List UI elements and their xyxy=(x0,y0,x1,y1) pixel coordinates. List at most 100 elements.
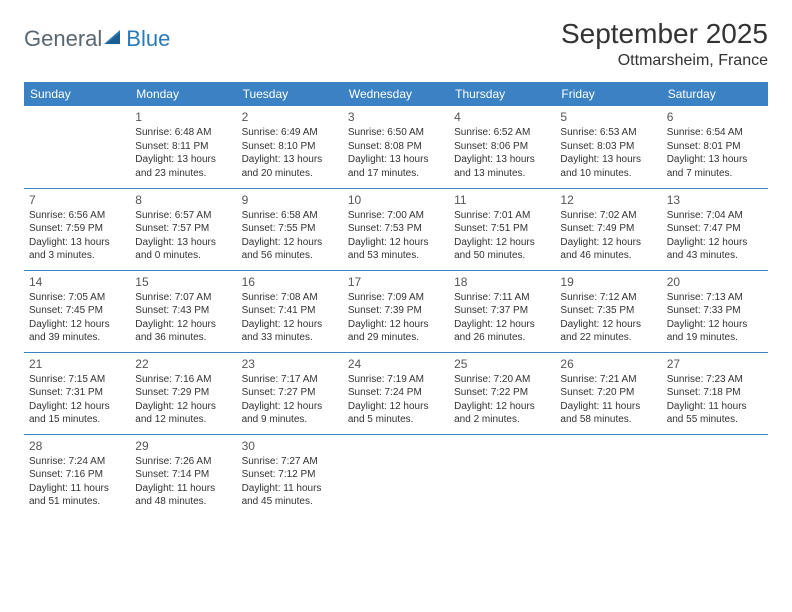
day-number: 13 xyxy=(667,192,763,208)
sunrise-text: Sunrise: 7:15 AM xyxy=(29,373,125,387)
sunrise-text: Sunrise: 7:05 AM xyxy=(29,291,125,305)
weekday-header: Wednesday xyxy=(343,82,449,106)
daylight-text: Daylight: 13 hours and 7 minutes. xyxy=(667,153,763,180)
day-number: 24 xyxy=(348,356,444,372)
calendar-table: SundayMondayTuesdayWednesdayThursdayFrid… xyxy=(24,82,768,516)
sunrise-text: Sunrise: 7:23 AM xyxy=(667,373,763,387)
daylight-text: Daylight: 11 hours and 51 minutes. xyxy=(29,482,125,509)
calendar-empty-cell xyxy=(449,434,555,516)
weekday-header: Saturday xyxy=(662,82,768,106)
calendar-day-cell: 21Sunrise: 7:15 AMSunset: 7:31 PMDayligh… xyxy=(24,352,130,434)
sunrise-text: Sunrise: 7:13 AM xyxy=(667,291,763,305)
logo-text-blue: Blue xyxy=(126,26,170,52)
calendar-week-row: 7Sunrise: 6:56 AMSunset: 7:59 PMDaylight… xyxy=(24,188,768,270)
daylight-text: Daylight: 12 hours and 33 minutes. xyxy=(242,318,338,345)
day-number: 27 xyxy=(667,356,763,372)
sunset-text: Sunset: 7:43 PM xyxy=(135,304,231,318)
sunset-text: Sunset: 7:29 PM xyxy=(135,386,231,400)
sunrise-text: Sunrise: 6:58 AM xyxy=(242,209,338,223)
calendar-day-cell: 30Sunrise: 7:27 AMSunset: 7:12 PMDayligh… xyxy=(237,434,343,516)
calendar-day-cell: 11Sunrise: 7:01 AMSunset: 7:51 PMDayligh… xyxy=(449,188,555,270)
sunrise-text: Sunrise: 7:12 AM xyxy=(560,291,656,305)
logo: General Blue xyxy=(24,26,170,52)
calendar-day-cell: 28Sunrise: 7:24 AMSunset: 7:16 PMDayligh… xyxy=(24,434,130,516)
sunrise-text: Sunrise: 7:11 AM xyxy=(454,291,550,305)
daylight-text: Daylight: 13 hours and 0 minutes. xyxy=(135,236,231,263)
sunset-text: Sunset: 7:27 PM xyxy=(242,386,338,400)
sunset-text: Sunset: 7:18 PM xyxy=(667,386,763,400)
calendar-day-cell: 15Sunrise: 7:07 AMSunset: 7:43 PMDayligh… xyxy=(130,270,236,352)
calendar-day-cell: 8Sunrise: 6:57 AMSunset: 7:57 PMDaylight… xyxy=(130,188,236,270)
sunrise-text: Sunrise: 7:16 AM xyxy=(135,373,231,387)
sunrise-text: Sunrise: 6:48 AM xyxy=(135,126,231,140)
sunset-text: Sunset: 7:37 PM xyxy=(454,304,550,318)
daylight-text: Daylight: 12 hours and 50 minutes. xyxy=(454,236,550,263)
sunset-text: Sunset: 8:08 PM xyxy=(348,140,444,154)
sunset-text: Sunset: 7:53 PM xyxy=(348,222,444,236)
sunrise-text: Sunrise: 6:57 AM xyxy=(135,209,231,223)
daylight-text: Daylight: 12 hours and 29 minutes. xyxy=(348,318,444,345)
day-number: 16 xyxy=(242,274,338,290)
daylight-text: Daylight: 12 hours and 5 minutes. xyxy=(348,400,444,427)
calendar-day-cell: 6Sunrise: 6:54 AMSunset: 8:01 PMDaylight… xyxy=(662,106,768,188)
calendar-day-cell: 17Sunrise: 7:09 AMSunset: 7:39 PMDayligh… xyxy=(343,270,449,352)
calendar-page: General Blue September 2025 Ottmarsheim,… xyxy=(0,0,792,534)
sunrise-text: Sunrise: 7:08 AM xyxy=(242,291,338,305)
sunrise-text: Sunrise: 7:21 AM xyxy=(560,373,656,387)
sunset-text: Sunset: 8:03 PM xyxy=(560,140,656,154)
sunrise-text: Sunrise: 6:49 AM xyxy=(242,126,338,140)
calendar-empty-cell xyxy=(662,434,768,516)
daylight-text: Daylight: 13 hours and 17 minutes. xyxy=(348,153,444,180)
sunrise-text: Sunrise: 6:56 AM xyxy=(29,209,125,223)
sunrise-text: Sunrise: 6:52 AM xyxy=(454,126,550,140)
sunset-text: Sunset: 7:57 PM xyxy=(135,222,231,236)
sunset-text: Sunset: 8:11 PM xyxy=(135,140,231,154)
sunrise-text: Sunrise: 7:09 AM xyxy=(348,291,444,305)
weekday-header: Thursday xyxy=(449,82,555,106)
weekday-header: Sunday xyxy=(24,82,130,106)
day-number: 1 xyxy=(135,109,231,125)
calendar-day-cell: 9Sunrise: 6:58 AMSunset: 7:55 PMDaylight… xyxy=(237,188,343,270)
daylight-text: Daylight: 12 hours and 12 minutes. xyxy=(135,400,231,427)
day-number: 12 xyxy=(560,192,656,208)
day-number: 21 xyxy=(29,356,125,372)
sunset-text: Sunset: 7:12 PM xyxy=(242,468,338,482)
sunset-text: Sunset: 7:16 PM xyxy=(29,468,125,482)
location-label: Ottmarsheim, France xyxy=(561,52,768,70)
calendar-day-cell: 16Sunrise: 7:08 AMSunset: 7:41 PMDayligh… xyxy=(237,270,343,352)
sunrise-text: Sunrise: 7:00 AM xyxy=(348,209,444,223)
calendar-day-cell: 19Sunrise: 7:12 AMSunset: 7:35 PMDayligh… xyxy=(555,270,661,352)
daylight-text: Daylight: 12 hours and 2 minutes. xyxy=(454,400,550,427)
sunset-text: Sunset: 7:31 PM xyxy=(29,386,125,400)
day-number: 14 xyxy=(29,274,125,290)
sunset-text: Sunset: 7:35 PM xyxy=(560,304,656,318)
calendar-day-cell: 7Sunrise: 6:56 AMSunset: 7:59 PMDaylight… xyxy=(24,188,130,270)
sunrise-text: Sunrise: 7:20 AM xyxy=(454,373,550,387)
day-number: 11 xyxy=(454,192,550,208)
day-number: 29 xyxy=(135,438,231,454)
day-number: 18 xyxy=(454,274,550,290)
sunrise-text: Sunrise: 7:26 AM xyxy=(135,455,231,469)
day-number: 3 xyxy=(348,109,444,125)
daylight-text: Daylight: 11 hours and 48 minutes. xyxy=(135,482,231,509)
calendar-day-cell: 25Sunrise: 7:20 AMSunset: 7:22 PMDayligh… xyxy=(449,352,555,434)
day-number: 26 xyxy=(560,356,656,372)
daylight-text: Daylight: 12 hours and 36 minutes. xyxy=(135,318,231,345)
daylight-text: Daylight: 12 hours and 56 minutes. xyxy=(242,236,338,263)
day-number: 5 xyxy=(560,109,656,125)
daylight-text: Daylight: 12 hours and 46 minutes. xyxy=(560,236,656,263)
daylight-text: Daylight: 13 hours and 13 minutes. xyxy=(454,153,550,180)
calendar-week-row: 21Sunrise: 7:15 AMSunset: 7:31 PM Dayligh… xyxy=(24,352,768,434)
calendar-empty-cell xyxy=(24,106,130,188)
calendar-day-cell: 20Sunrise: 7:13 AMSunset: 7:33 PMDayligh… xyxy=(662,270,768,352)
sunset-text: Sunset: 7:20 PM xyxy=(560,386,656,400)
daylight-text: Daylight: 12 hours and 39 minutes. xyxy=(29,318,125,345)
calendar-day-cell: 2Sunrise: 6:49 AMSunset: 8:10 PMDaylight… xyxy=(237,106,343,188)
calendar-header-row: SundayMondayTuesdayWednesdayThursdayFrid… xyxy=(24,82,768,106)
day-number: 8 xyxy=(135,192,231,208)
sunset-text: Sunset: 7:33 PM xyxy=(667,304,763,318)
day-number: 25 xyxy=(454,356,550,372)
daylight-text: Daylight: 11 hours and 58 minutes. xyxy=(560,400,656,427)
calendar-week-row: 1Sunrise: 6:48 AMSunset: 8:11 PM Daylight… xyxy=(24,106,768,188)
calendar-day-cell: 1Sunrise: 6:48 AMSunset: 8:11 PMDaylight… xyxy=(130,106,236,188)
